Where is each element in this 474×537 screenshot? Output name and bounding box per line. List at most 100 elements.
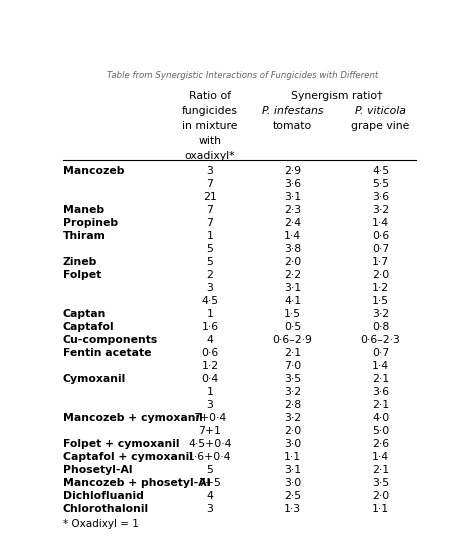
Text: fungicides: fungicides: [182, 106, 238, 116]
Text: Mancozeb + cymoxanil: Mancozeb + cymoxanil: [63, 413, 203, 423]
Text: 3·6: 3·6: [372, 387, 389, 397]
Text: P. viticola: P. viticola: [355, 106, 406, 116]
Text: 5: 5: [206, 257, 213, 267]
Text: 4·5: 4·5: [201, 296, 219, 306]
Text: Dichlofluanid: Dichlofluanid: [63, 491, 144, 502]
Text: Folpet + cymoxanil: Folpet + cymoxanil: [63, 439, 180, 449]
Text: 2·0: 2·0: [372, 491, 389, 502]
Text: 7+0·4: 7+0·4: [193, 413, 227, 423]
Text: 2·8: 2·8: [284, 400, 301, 410]
Text: 4·1: 4·1: [284, 296, 301, 306]
Text: 2·2: 2·2: [284, 270, 301, 280]
Text: with: with: [198, 136, 221, 146]
Text: Maneb: Maneb: [63, 205, 104, 215]
Text: 0·6: 0·6: [201, 348, 219, 358]
Text: 3·8: 3·8: [284, 244, 301, 254]
Text: oxadixyl*: oxadixyl*: [184, 151, 235, 161]
Text: Synergism ratio†: Synergism ratio†: [291, 91, 383, 101]
Text: 1·6+0·4: 1·6+0·4: [188, 452, 232, 462]
Text: 3·6: 3·6: [372, 192, 389, 202]
Text: 2·1: 2·1: [372, 374, 389, 384]
Text: 5: 5: [206, 466, 213, 475]
Text: 1: 1: [206, 387, 213, 397]
Text: in mixture: in mixture: [182, 121, 237, 131]
Text: 3·5: 3·5: [284, 374, 301, 384]
Text: 2: 2: [206, 270, 213, 280]
Text: Cymoxanil: Cymoxanil: [63, 374, 126, 384]
Text: Captafol + cymoxanil: Captafol + cymoxanil: [63, 452, 193, 462]
Text: Mancozeb + phosetyl-Al: Mancozeb + phosetyl-Al: [63, 478, 210, 488]
Text: 4·5: 4·5: [372, 166, 389, 176]
Text: 4: 4: [206, 335, 213, 345]
Text: Captan: Captan: [63, 309, 106, 319]
Text: 1·4: 1·4: [372, 218, 389, 228]
Text: 2·0: 2·0: [284, 257, 301, 267]
Text: 0·7: 0·7: [372, 348, 389, 358]
Text: 7: 7: [206, 205, 213, 215]
Text: Ratio of: Ratio of: [189, 91, 231, 101]
Text: 1·4: 1·4: [372, 452, 389, 462]
Text: 1·2: 1·2: [201, 361, 219, 371]
Text: 4·5+0·4: 4·5+0·4: [188, 439, 232, 449]
Text: 5·0: 5·0: [372, 426, 389, 436]
Text: 0·6–2·9: 0·6–2·9: [273, 335, 312, 345]
Text: grape vine: grape vine: [352, 121, 410, 131]
Text: tomato: tomato: [273, 121, 312, 131]
Text: Fentin acetate: Fentin acetate: [63, 348, 151, 358]
Text: 3·2: 3·2: [284, 387, 301, 397]
Text: 1·2: 1·2: [372, 283, 389, 293]
Text: * Oxadixyl = 1: * Oxadixyl = 1: [63, 519, 139, 529]
Text: 1·4: 1·4: [284, 231, 301, 241]
Text: 1: 1: [206, 309, 213, 319]
Text: 0·4: 0·4: [201, 374, 219, 384]
Text: 7+5: 7+5: [199, 478, 221, 488]
Text: Propineb: Propineb: [63, 218, 118, 228]
Text: 5·5: 5·5: [372, 179, 389, 189]
Text: 2·6: 2·6: [372, 439, 389, 449]
Text: 3·2: 3·2: [372, 309, 389, 319]
Text: 2·9: 2·9: [284, 166, 301, 176]
Text: Folpet: Folpet: [63, 270, 101, 280]
Text: 2·5: 2·5: [284, 491, 301, 502]
Text: 3·5: 3·5: [372, 478, 389, 488]
Text: 1·3: 1·3: [284, 504, 301, 514]
Text: 3: 3: [206, 283, 213, 293]
Text: 2·0: 2·0: [372, 270, 389, 280]
Text: Zineb: Zineb: [63, 257, 97, 267]
Text: 4·0: 4·0: [372, 413, 389, 423]
Text: 0·7: 0·7: [372, 244, 389, 254]
Text: 3·0: 3·0: [284, 439, 301, 449]
Text: 3·1: 3·1: [284, 192, 301, 202]
Text: 2·1: 2·1: [284, 348, 301, 358]
Text: 0·6–2·3: 0·6–2·3: [361, 335, 401, 345]
Text: 0·5: 0·5: [284, 322, 301, 332]
Text: 4: 4: [206, 491, 213, 502]
Text: 3: 3: [206, 400, 213, 410]
Text: 2·1: 2·1: [372, 466, 389, 475]
Text: 5: 5: [206, 244, 213, 254]
Text: Chlorothalonil: Chlorothalonil: [63, 504, 149, 514]
Text: 3·2: 3·2: [284, 413, 301, 423]
Text: 2·1: 2·1: [372, 400, 389, 410]
Text: Cu-components: Cu-components: [63, 335, 158, 345]
Text: Mancozeb: Mancozeb: [63, 166, 124, 176]
Text: 0·8: 0·8: [372, 322, 389, 332]
Text: 3·6: 3·6: [284, 179, 301, 189]
Text: P. infestans: P. infestans: [262, 106, 323, 116]
Text: 1·7: 1·7: [372, 257, 389, 267]
Text: Thiram: Thiram: [63, 231, 106, 241]
Text: 7: 7: [206, 218, 213, 228]
Text: 2·4: 2·4: [284, 218, 301, 228]
Text: 1·4: 1·4: [372, 361, 389, 371]
Text: 3·0: 3·0: [284, 478, 301, 488]
Text: 21: 21: [203, 192, 217, 202]
Text: 0·6: 0·6: [372, 231, 389, 241]
Text: 1·1: 1·1: [284, 452, 301, 462]
Text: 2·3: 2·3: [284, 205, 301, 215]
Text: 1·5: 1·5: [284, 309, 301, 319]
Text: 1·5: 1·5: [372, 296, 389, 306]
Text: Table from Synergistic Interactions of Fungicides with Different: Table from Synergistic Interactions of F…: [107, 71, 379, 79]
Text: 2·0: 2·0: [284, 426, 301, 436]
Text: 7: 7: [206, 179, 213, 189]
Text: Captafol: Captafol: [63, 322, 115, 332]
